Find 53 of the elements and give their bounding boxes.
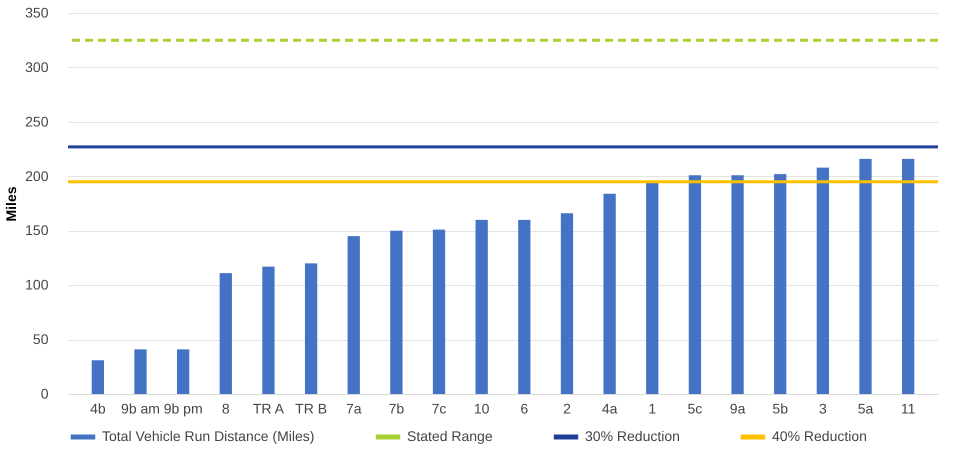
x-tick-label: 2 (563, 400, 572, 416)
x-tick-label: 10 (474, 400, 490, 416)
x-tick-label: 9b am (121, 400, 160, 416)
bar (177, 349, 190, 394)
bar (476, 220, 488, 394)
bar (134, 349, 147, 394)
x-tick-label: TR A (252, 400, 285, 416)
bar (390, 230, 403, 394)
y-tick-label: 0 (40, 386, 49, 402)
bar (348, 236, 360, 394)
x-tick-label: 9a (730, 400, 746, 416)
x-tick-label: 8 (222, 400, 230, 416)
legend-label: Stated Range (407, 428, 493, 444)
bar (560, 213, 574, 394)
x-tick-label: 4a (602, 400, 618, 416)
y-tick-label: 300 (25, 58, 49, 75)
y-tick-label: 100 (25, 276, 49, 293)
bar (518, 220, 530, 394)
legend-label: Total Vehicle Run Distance (Miles) (102, 428, 314, 444)
bar (220, 273, 232, 394)
bar (859, 158, 872, 394)
x-tick-label: 7c (432, 400, 446, 416)
bar (92, 360, 104, 394)
legend-label: 40% Reduction (772, 428, 867, 444)
y-axis-title: Miles (3, 186, 20, 222)
x-tick-label: 4b (90, 400, 106, 416)
bar (688, 175, 702, 394)
x-tick-label: 7a (346, 400, 362, 416)
y-tick-label: 350 (25, 4, 49, 20)
x-tick-label: 3 (818, 400, 827, 416)
x-tick-label: 9b pm (164, 400, 203, 416)
y-tick-label: 250 (25, 113, 49, 130)
bar (731, 175, 744, 394)
bar (432, 230, 446, 394)
y-tick-label: 150 (25, 222, 49, 238)
legend-label: 30% Reduction (585, 428, 680, 444)
x-tick-label: 11 (900, 400, 916, 416)
bar (262, 266, 275, 394)
x-tick-label: 6 (520, 400, 528, 416)
x-tick-label: TR B (295, 400, 328, 416)
x-tick-label: 7b (388, 400, 404, 416)
bar (816, 168, 829, 394)
y-tick-label: 200 (25, 168, 49, 184)
bar (304, 263, 318, 394)
x-tick-label: 5a (858, 400, 874, 416)
bar (774, 174, 786, 394)
x-tick-label: 5c (688, 400, 702, 416)
bar (902, 158, 914, 394)
x-tick-label: 5b (772, 400, 788, 416)
x-tick-label: 1 (648, 400, 656, 416)
bar (603, 194, 616, 394)
y-tick-label: 50 (32, 331, 49, 348)
bar (646, 182, 658, 394)
